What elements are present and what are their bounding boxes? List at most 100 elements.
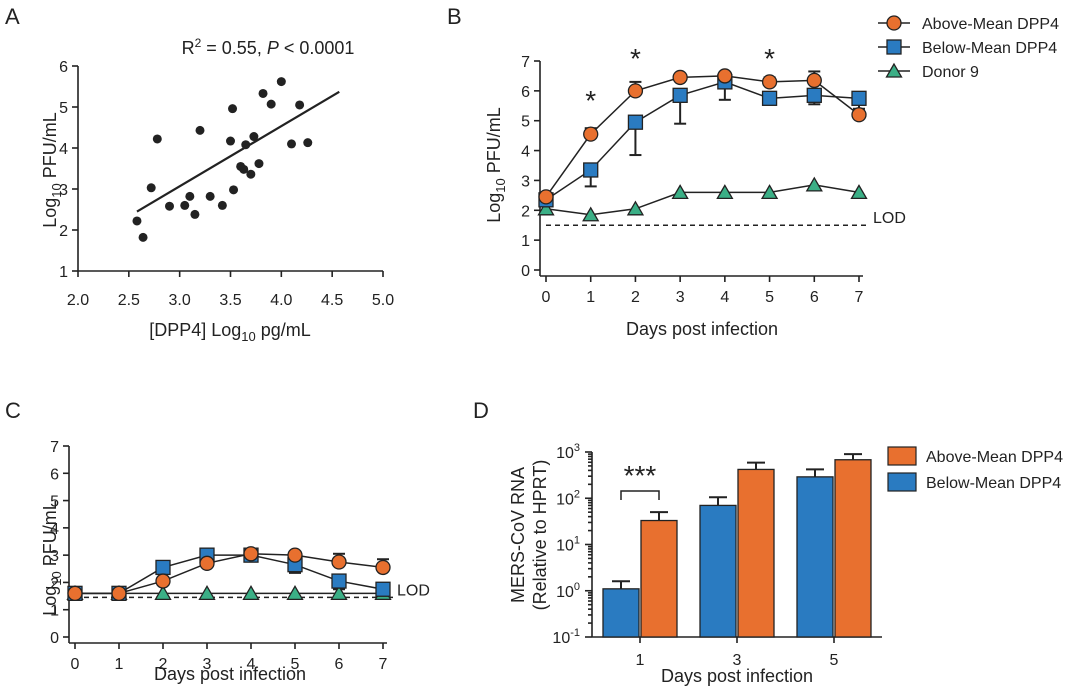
panel-b-point	[672, 69, 688, 86]
panel-b-point	[806, 72, 822, 89]
panel-a-xtick-label: 4.5	[321, 292, 343, 309]
panel-b-ylabel: Log10 PFU/mL	[484, 107, 508, 223]
panel-b-lod-label: LOD	[873, 210, 906, 227]
panel-b-significance: *	[630, 43, 641, 74]
panel-d-bar	[602, 588, 640, 638]
panel-a-point	[190, 209, 200, 219]
panel-a-ytick-label: 4	[59, 141, 68, 158]
panel-b-xtick-label: 6	[810, 289, 819, 306]
panel-b-point	[806, 87, 822, 103]
panel-c-point	[111, 585, 127, 601]
panel-d-bar	[737, 468, 775, 638]
panel-a-xtick-label: 3.0	[169, 292, 191, 309]
panel-c-xtick-label: 1	[115, 656, 124, 673]
panel-b-point	[850, 184, 868, 200]
panel-b-ytick-label: 6	[521, 84, 530, 101]
panel-c-point	[331, 554, 347, 570]
panel-b-ytick-label: 3	[521, 173, 530, 190]
panel-b-ytick-label: 1	[521, 233, 530, 250]
panel-a-point	[217, 200, 227, 210]
legend-d-label: Below-Mean DPP4	[926, 475, 1061, 492]
panel-c-point	[154, 585, 172, 600]
panel-c-point	[155, 573, 171, 589]
panel-c-point	[199, 555, 215, 571]
panel-c-point	[331, 573, 347, 589]
panel-c-point	[67, 585, 83, 601]
panel-a-point	[226, 136, 235, 146]
panel-a-ytick-label: 5	[59, 100, 68, 117]
panel-d-significance: ***	[624, 460, 657, 491]
legend-d-swatch	[887, 446, 917, 466]
panel-b-significance: *	[585, 85, 596, 116]
panel-c-xlabel: Days post infection	[154, 664, 306, 684]
panel-a-point	[195, 125, 205, 135]
legend-d-label: Above-Mean DPP4	[926, 449, 1063, 466]
panel-b-ytick-label: 7	[521, 54, 530, 71]
legend-b-label: Donor 9	[922, 64, 979, 81]
panel-a-xtick-label: 2.5	[118, 292, 140, 309]
panel-a-point	[249, 132, 259, 142]
panel-d-bar	[796, 476, 834, 638]
panel-d-ytick-label: 101	[556, 535, 580, 555]
panel-b-point	[760, 184, 779, 200]
panel-c-lod-label: LOD	[397, 582, 430, 599]
panel-b-point	[672, 87, 688, 103]
panel-label-a: A	[5, 4, 20, 29]
panel-label-c: C	[5, 398, 21, 423]
panel-b-xtick-label: 0	[542, 289, 551, 306]
panel-a-scatter: R2 = 0.55, P < 0.0001 Log10 PFU/mL [DPP4…	[40, 36, 394, 344]
panel-a-xtick-label: 3.5	[219, 292, 241, 309]
panel-a-ytick-label: 3	[59, 182, 68, 199]
panel-a-point	[138, 232, 148, 242]
panel-a-point	[165, 201, 174, 211]
panel-c-point	[375, 559, 391, 576]
panel-label-b: B	[447, 4, 462, 29]
panel-b-point	[627, 83, 644, 99]
panel-a-xtick-label: 4.0	[270, 292, 292, 309]
panel-c-ytick-label: 0	[50, 630, 59, 647]
panel-a-point	[246, 169, 256, 179]
panel-a-point	[295, 100, 305, 110]
legend-b-label: Above-Mean DPP4	[922, 16, 1059, 33]
panel-d-xlabel: Days post infection	[661, 666, 813, 686]
panel-a-point	[205, 191, 215, 201]
panel-b-point	[537, 200, 555, 216]
panel-a-ytick-label: 1	[59, 264, 68, 281]
panel-a-ylabel: Log10 PFU/mL	[40, 112, 64, 228]
panel-b-ytick-label: 2	[521, 203, 530, 220]
panel-d-bar	[834, 459, 872, 638]
panel-a-annotation: R2 = 0.55, P < 0.0001	[182, 36, 355, 58]
panel-a-point	[239, 164, 249, 174]
panel-c-xtick-label: 3	[203, 656, 212, 673]
panel-c-xtick-label: 6	[335, 656, 344, 673]
panel-a-point	[132, 216, 142, 226]
panel-a-fit-line	[136, 90, 340, 213]
legend-b-label: Below-Mean DPP4	[922, 40, 1057, 57]
panel-b-point	[716, 184, 734, 200]
panel-c-xtick-label: 2	[159, 656, 168, 673]
panel-d-ytick-label: 100	[556, 581, 580, 601]
panel-b-ytick-label: 5	[521, 114, 530, 131]
panel-b-point	[671, 184, 689, 200]
panel-b-xtick-label: 5	[765, 289, 774, 306]
panel-a-point	[254, 159, 264, 169]
legend-d-swatch	[887, 472, 917, 492]
panel-b-significance: *	[764, 43, 775, 74]
panel-b-point	[717, 68, 733, 84]
panel-b-point	[583, 162, 599, 178]
panel-b-series-line	[545, 184, 860, 216]
panel-a-point	[258, 88, 268, 98]
panel-c-point	[375, 581, 391, 597]
panel-d-xtick-label: 1	[636, 652, 645, 669]
panel-b-point	[851, 90, 867, 106]
panel-c-point	[243, 546, 259, 562]
panel-a-point	[276, 77, 286, 87]
panel-b-point	[582, 206, 600, 222]
panel-b-xtick-label: 7	[855, 289, 864, 306]
panel-d-xtick-label: 5	[830, 652, 839, 669]
legend-b-marker	[886, 15, 902, 31]
panel-b-line-chart: Log10 PFU/mL Days post infection 0 1 2 3 4 5 6…	[484, 15, 1059, 339]
panel-b-point	[538, 189, 554, 205]
panel-b-point	[761, 74, 778, 90]
